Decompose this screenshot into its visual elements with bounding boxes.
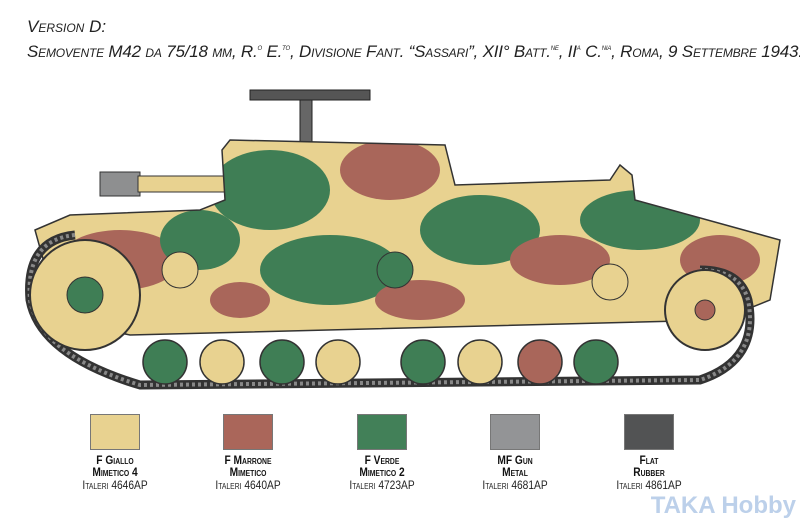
- paint-name: Flat Rubber: [602, 454, 696, 478]
- paint-code: Italeri 4723AP: [349, 478, 415, 492]
- paint-name-line-2: Mimetico 2: [359, 465, 405, 479]
- watermark: TAKA Hobby: [650, 492, 796, 519]
- paint-name-line-2: Mimetico 4: [92, 465, 138, 479]
- paint-name-line-2: Metal: [502, 465, 528, 479]
- paint-chip: Flat Rubber Italeri 4861AP: [594, 414, 704, 492]
- idler-hub: [694, 299, 716, 321]
- paint-chip: F Verde Mimetico 2 Italeri 4723AP: [327, 414, 437, 492]
- return-roller: [376, 251, 414, 289]
- color-swatch: [490, 414, 540, 450]
- sprocket-hub: [66, 276, 104, 314]
- version-description: Semovente M42 da 75/18 mm, R.o E.to, Div…: [27, 42, 800, 61]
- return-roller: [591, 263, 629, 301]
- paint-code: Italeri 4681AP: [482, 478, 548, 492]
- paint-name-line-1: F Verde: [364, 453, 400, 467]
- paint-code: Italeri 4861AP: [616, 478, 682, 492]
- paint-name-line-1: MF Gun: [497, 453, 533, 467]
- gun-barrel: [137, 175, 229, 193]
- color-swatch: [90, 414, 140, 450]
- paint-name-line-2: Rubber: [633, 465, 665, 479]
- track-links: [27, 233, 752, 388]
- paint-name: F Giallo Mimetico 4: [68, 454, 162, 478]
- return-roller: [161, 251, 199, 289]
- color-swatch: [223, 414, 273, 450]
- version-title: Version D:: [27, 17, 107, 36]
- paint-name: MF Gun Metal: [468, 454, 562, 478]
- machine-gun-mount: [299, 99, 313, 146]
- muzzle-brake: [99, 171, 141, 197]
- hull-outline: [34, 139, 781, 336]
- paint-code: Italeri 4640AP: [215, 478, 281, 492]
- paint-name-line-1: F Giallo: [96, 453, 134, 467]
- machine-gun: [249, 89, 371, 101]
- paint-name-line-1: Flat: [639, 453, 659, 467]
- road-wheels: [142, 339, 619, 385]
- color-swatch: [357, 414, 407, 450]
- paint-name: F Verde Mimetico 2: [335, 454, 429, 478]
- paint-name-line-1: F Marrone: [224, 453, 272, 467]
- paint-chip: F Giallo Mimetico 4 Italeri 4646AP: [60, 414, 170, 492]
- paint-name-line-2: Mimetico: [229, 465, 267, 479]
- paint-name: F Marrone Mimetico: [201, 454, 295, 478]
- paint-chip: MF Gun Metal Italeri 4681AP: [460, 414, 570, 492]
- color-swatch: [624, 414, 674, 450]
- paint-chip: F Marrone Mimetico Italeri 4640AP: [193, 414, 303, 492]
- paint-code: Italeri 4646AP: [82, 478, 148, 492]
- tank-illustration: [25, 89, 781, 390]
